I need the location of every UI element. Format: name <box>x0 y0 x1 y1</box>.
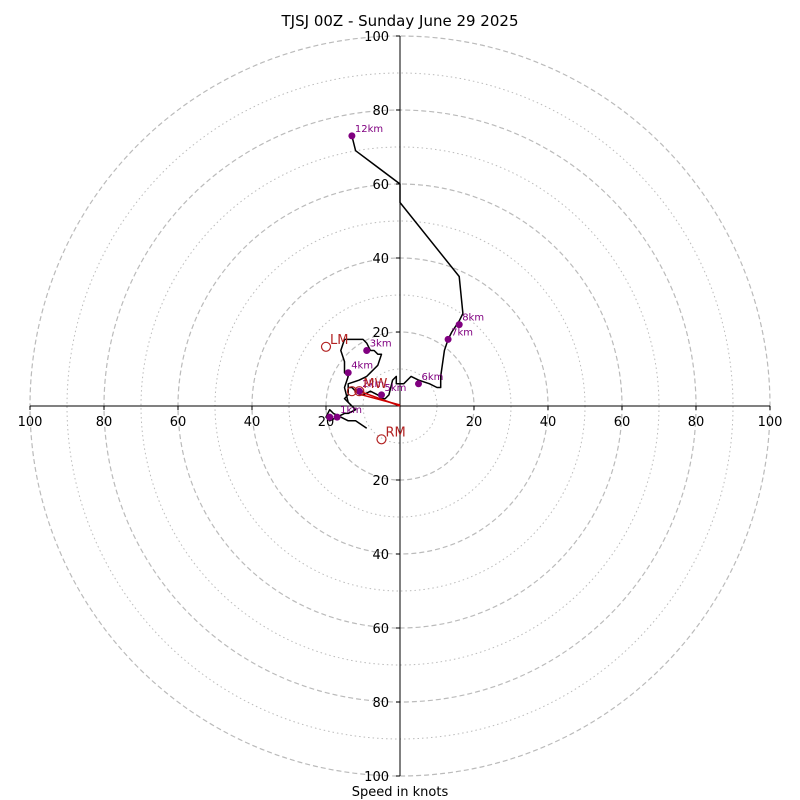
height-marker <box>363 347 371 354</box>
storm-motion-marker <box>376 434 387 445</box>
height-marker <box>355 387 363 395</box>
y-tick-label: 80 <box>372 696 389 711</box>
height-marker-label: 7km <box>451 327 473 338</box>
y-tick-label: 60 <box>372 622 389 637</box>
hodograph-branch <box>340 338 383 403</box>
height-markers: 1km 2km 3km 4km 5km 6km 7km 8km 12km <box>326 124 484 421</box>
storm-motion-label: LM <box>330 333 348 348</box>
height-marker-label: 8km <box>462 313 484 324</box>
chart-title: TJSJ 00Z - Sunday June 29 2025 <box>281 12 519 30</box>
height-marker <box>326 413 334 421</box>
height-marker <box>455 321 463 329</box>
x-tick-label: 100 <box>758 415 783 430</box>
height-marker-label: 1km <box>340 405 362 416</box>
y-tick-label: 100 <box>364 30 389 45</box>
storm-motion-marker <box>320 341 332 352</box>
height-marker-label: 3km <box>370 339 392 350</box>
x-tick-label: 60 <box>170 415 187 430</box>
y-tick-label: 20 <box>372 474 389 489</box>
x-axis-label: Speed in knots <box>352 785 449 800</box>
x-tick-label: 100 <box>18 415 43 430</box>
storm-motions: LM RM MW <box>320 333 406 445</box>
x-tick-label: 40 <box>540 415 557 430</box>
mean-wind-vectors <box>359 390 401 407</box>
height-marker-label: 5km <box>385 383 407 394</box>
tick-labels: 100 80 60 40 20 20 40 60 80 100100806040202040608… <box>18 30 783 785</box>
y-tick-label: 40 <box>372 252 389 267</box>
storm-motion-label: MW <box>363 377 387 392</box>
height-marker <box>333 413 341 421</box>
height-marker <box>378 391 385 399</box>
height-marker-label: 12km <box>355 124 383 135</box>
x-tick-label: 60 <box>614 415 631 430</box>
y-tick-label: 60 <box>372 178 389 193</box>
y-tick-label: 40 <box>372 548 389 563</box>
mean-wind-vector-2 <box>359 393 401 406</box>
height-marker <box>444 335 452 343</box>
y-tick-label: 80 <box>372 104 389 119</box>
x-tick-label: 40 <box>244 415 261 430</box>
y-tick-label: 20 <box>372 326 389 341</box>
y-tick-label: 100 <box>364 770 389 785</box>
height-marker-label: 6km <box>422 372 444 383</box>
height-marker <box>344 369 352 377</box>
storm-motion-label: RM <box>386 425 406 440</box>
height-marker <box>415 380 422 388</box>
height-marker-label: 4km <box>351 361 373 372</box>
height-marker <box>348 132 356 140</box>
x-tick-label: 80 <box>688 415 705 430</box>
x-tick-label: 20 <box>466 415 483 430</box>
x-tick-label: 80 <box>96 415 113 430</box>
height-marker-label: 2km <box>362 379 384 390</box>
storm-motion-marker <box>354 386 365 397</box>
storm-motion-marker <box>346 386 357 397</box>
